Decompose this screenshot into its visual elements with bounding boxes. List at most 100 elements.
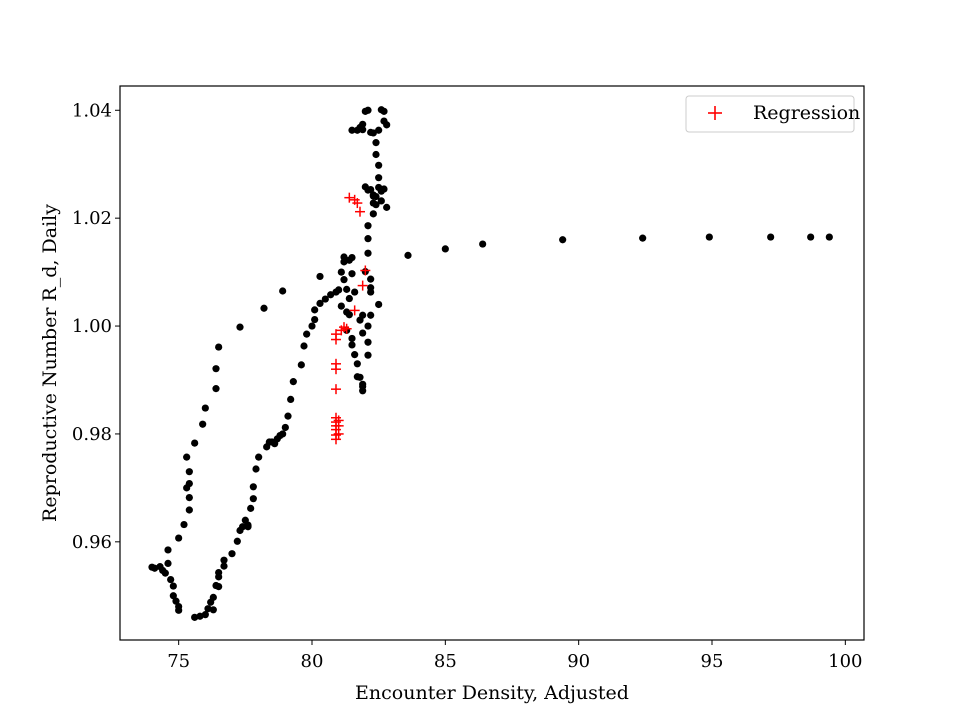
data-point-observed xyxy=(316,272,324,281)
data-point-observed xyxy=(639,234,647,242)
data-point-regression xyxy=(331,364,341,375)
data-point-observed xyxy=(327,291,335,299)
y-tick-label: 1.04 xyxy=(72,100,112,121)
data-point-observed xyxy=(364,235,372,243)
y-axis-label: Reproductive Number R_d, Daily xyxy=(39,204,61,522)
data-point-observed xyxy=(364,351,372,359)
data-point-observed xyxy=(364,249,372,257)
data-point-observed xyxy=(167,575,175,584)
data-point-observed xyxy=(185,479,193,488)
data-point-observed xyxy=(364,338,372,346)
plot-frame xyxy=(119,85,865,641)
legend-label-regression: Regression xyxy=(753,102,860,124)
data-point-observed xyxy=(180,520,188,529)
data-point-observed xyxy=(340,276,348,284)
data-point-observed xyxy=(356,373,364,381)
data-point-observed xyxy=(372,201,380,209)
data-point-observed xyxy=(372,139,380,147)
y-tick-label: 0.96 xyxy=(72,532,112,553)
data-point-regression xyxy=(360,265,371,276)
data-point-observed xyxy=(705,233,713,241)
data-point-observed xyxy=(255,453,263,461)
data-point-observed xyxy=(284,412,292,420)
y-tick-label: 1.00 xyxy=(72,316,112,337)
data-point-observed xyxy=(335,286,343,294)
data-point-regression xyxy=(352,198,363,209)
data-point-observed xyxy=(175,602,183,611)
data-point-observed xyxy=(279,430,287,438)
data-point-observed xyxy=(377,197,385,205)
data-point-observed xyxy=(343,285,351,293)
data-point-observed xyxy=(364,222,372,230)
x-axis-label: Encounter Density, Adjusted xyxy=(355,682,629,704)
data-point-observed xyxy=(212,385,220,393)
data-point-observed xyxy=(244,523,252,531)
data-point-observed xyxy=(375,300,383,309)
data-point-observed xyxy=(367,185,375,194)
data-point-regression xyxy=(331,384,341,395)
data-point-observed xyxy=(348,126,356,134)
data-point-observed xyxy=(359,120,367,128)
y-tick-label: 0.98 xyxy=(72,424,112,445)
data-point-observed xyxy=(161,569,169,577)
data-point-observed xyxy=(297,361,305,369)
data-point-observed xyxy=(380,185,388,193)
x-tick-label: 100 xyxy=(828,651,862,672)
data-point-observed xyxy=(372,150,380,159)
data-point-observed xyxy=(372,192,380,201)
data-point-observed xyxy=(289,378,297,386)
data-point-observed xyxy=(191,613,199,621)
data-point-observed xyxy=(311,315,319,324)
data-point-observed xyxy=(260,304,268,312)
data-point-observed xyxy=(337,268,345,276)
x-tick-label: 90 xyxy=(567,651,590,672)
data-point-observed xyxy=(375,161,383,169)
data-point-observed xyxy=(212,365,220,373)
data-point-observed xyxy=(348,253,356,262)
data-point-observed xyxy=(172,597,180,605)
data-point-observed xyxy=(204,605,212,613)
data-point-observed xyxy=(175,534,183,542)
data-point-observed xyxy=(279,287,287,295)
data-point-observed xyxy=(247,504,255,512)
data-point-regression xyxy=(357,280,368,291)
data-point-observed xyxy=(351,288,359,296)
data-point-observed xyxy=(375,126,383,134)
data-point-observed xyxy=(185,506,193,514)
data-point-observed xyxy=(348,334,356,343)
data-point-observed xyxy=(236,323,244,331)
data-point-observed xyxy=(183,453,191,461)
data-point-regression xyxy=(349,305,360,316)
data-point-observed xyxy=(369,210,377,218)
data-point-observed xyxy=(201,611,209,619)
data-point-observed xyxy=(337,302,345,310)
data-point-observed xyxy=(345,311,353,319)
data-point-observed xyxy=(300,342,308,350)
data-point-observed xyxy=(348,341,356,349)
data-point-observed xyxy=(441,245,449,253)
plot-area xyxy=(120,86,864,640)
data-point-observed xyxy=(201,404,209,412)
data-point-observed xyxy=(228,550,236,558)
data-point-regression xyxy=(355,206,365,217)
data-point-observed xyxy=(308,322,316,330)
data-point-observed xyxy=(249,483,257,491)
x-tick-label: 75 xyxy=(167,651,190,672)
data-point-observed xyxy=(164,559,172,568)
data-point-observed xyxy=(404,251,412,259)
data-point-observed xyxy=(383,121,391,129)
data-point-observed xyxy=(199,420,207,428)
data-point-observed xyxy=(164,546,172,554)
data-point-observed xyxy=(185,468,193,476)
data-point-regression xyxy=(344,192,355,203)
data-point-observed xyxy=(367,275,375,283)
data-point-observed xyxy=(249,495,257,503)
data-point-regression xyxy=(341,323,352,334)
data-point-observed xyxy=(559,236,567,244)
data-point-observed xyxy=(359,311,367,319)
data-point-observed xyxy=(353,360,361,368)
x-tick-label: 85 xyxy=(434,651,457,672)
data-point-regression xyxy=(331,434,341,445)
data-point-observed xyxy=(311,306,319,314)
